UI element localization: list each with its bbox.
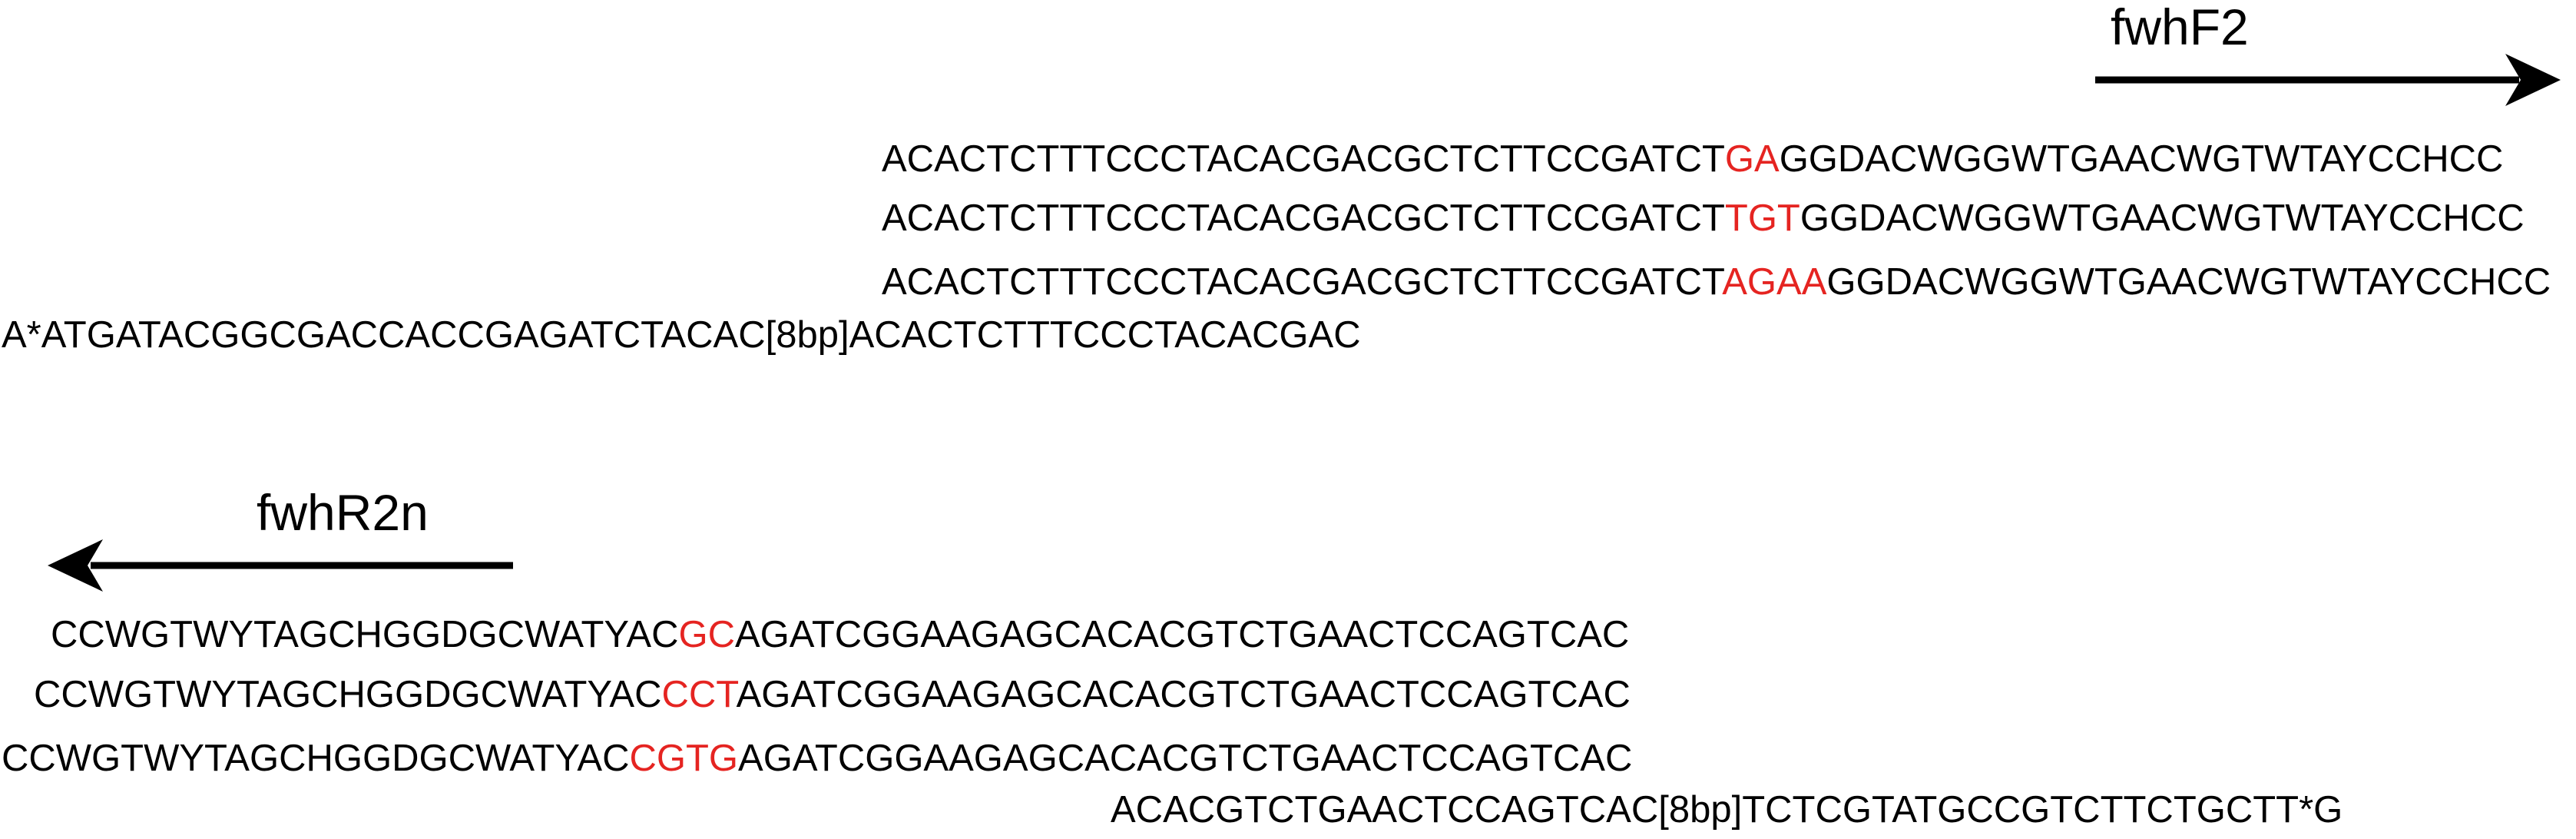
reverse-locus-sequence: CCWGTWYTAGCHGGDGCWATYAC (34, 674, 662, 715)
reverse-primer-row-3: CCWGTWYTAGCHGGDGCWATYACCGTGAGATCGGAAGAGC… (2, 740, 1632, 778)
reverse-adapter-tail: AGATCGGAAGAGCACACGTCTGAACTCCAGTCAC (736, 674, 1631, 715)
reverse-index-adapter: ACACGTCTGAACTCCAGTCAC[8bp]TCTCGTATGCCGTC… (1111, 789, 2343, 831)
reverse-locus-sequence: CCWGTWYTAGCHGGDGCWATYAC (2, 738, 630, 779)
reverse-primer-row-1: CCWGTWYTAGCHGGDGCWATYACGCAGATCGGAAGAGCAC… (51, 616, 1629, 654)
reverse-spacer: CGTG (629, 738, 739, 779)
reverse-locus-sequence: CCWGTWYTAGCHGGDGCWATYAC (51, 614, 679, 655)
forward-locus-sequence: GGDACWGGWTGAACWGTWTAYCCHCC (1779, 138, 2504, 180)
reverse-spacer: GC (678, 614, 736, 655)
forward-spacer: AGAA (1722, 261, 1827, 303)
forward-primer-label: fwhF2 (2111, 0, 2249, 55)
forward-adapter-tail: ACACTCTTTCCCTACACGACGCTCTTCCGATCT (882, 261, 1723, 303)
reverse-primer-arrow (48, 539, 513, 592)
forward-locus-sequence: GGDACWGGWTGAACWGTWTAYCCHCC (1800, 197, 2525, 239)
reverse-primer-row-2: CCWGTWYTAGCHGGDGCWATYACCCTAGATCGGAAGAGCA… (34, 676, 1631, 714)
forward-adapter-tail: ACACTCTTTCCCTACACGACGCTCTTCCGATCT (882, 138, 1725, 180)
forward-adapter-tail: ACACTCTTTCCCTACACGACGCTCTTCCGATCT (882, 197, 1725, 239)
forward-primer-row-2: ACACTCTTTCCCTACACGACGCTCTTCCGATCTTGTGGDA… (882, 200, 2525, 237)
forward-spacer: TGT (1724, 197, 1800, 239)
forward-index-adapter: A*ATGATACGGCGACCACCGAGATCTACAC[8bp]ACACT… (2, 314, 1361, 356)
reverse-primer-label: fwhR2n (257, 484, 429, 541)
forward-primer-row-3: ACACTCTTTCCCTACACGACGCTCTTCCGATCTAGAAGGD… (882, 264, 2551, 301)
forward-locus-sequence: GGDACWGGWTGAACWGTWTAYCCHCC (1826, 261, 2551, 303)
forward-primer-row-1: ACACTCTTTCCCTACACGACGCTCTTCCGATCTGAGGDAC… (882, 141, 2503, 178)
reverse-adapter-tail: AGATCGGAAGAGCACACGTCTGAACTCCAGTCAC (738, 738, 1633, 779)
forward-spacer: GA (1724, 138, 1780, 180)
forward-primer-arrow (2095, 54, 2561, 106)
reverse-spacer: CCT (661, 674, 737, 715)
reverse-adapter-tail: AGATCGGAAGAGCACACGTCTGAACTCCAGTCAC (735, 614, 1630, 655)
